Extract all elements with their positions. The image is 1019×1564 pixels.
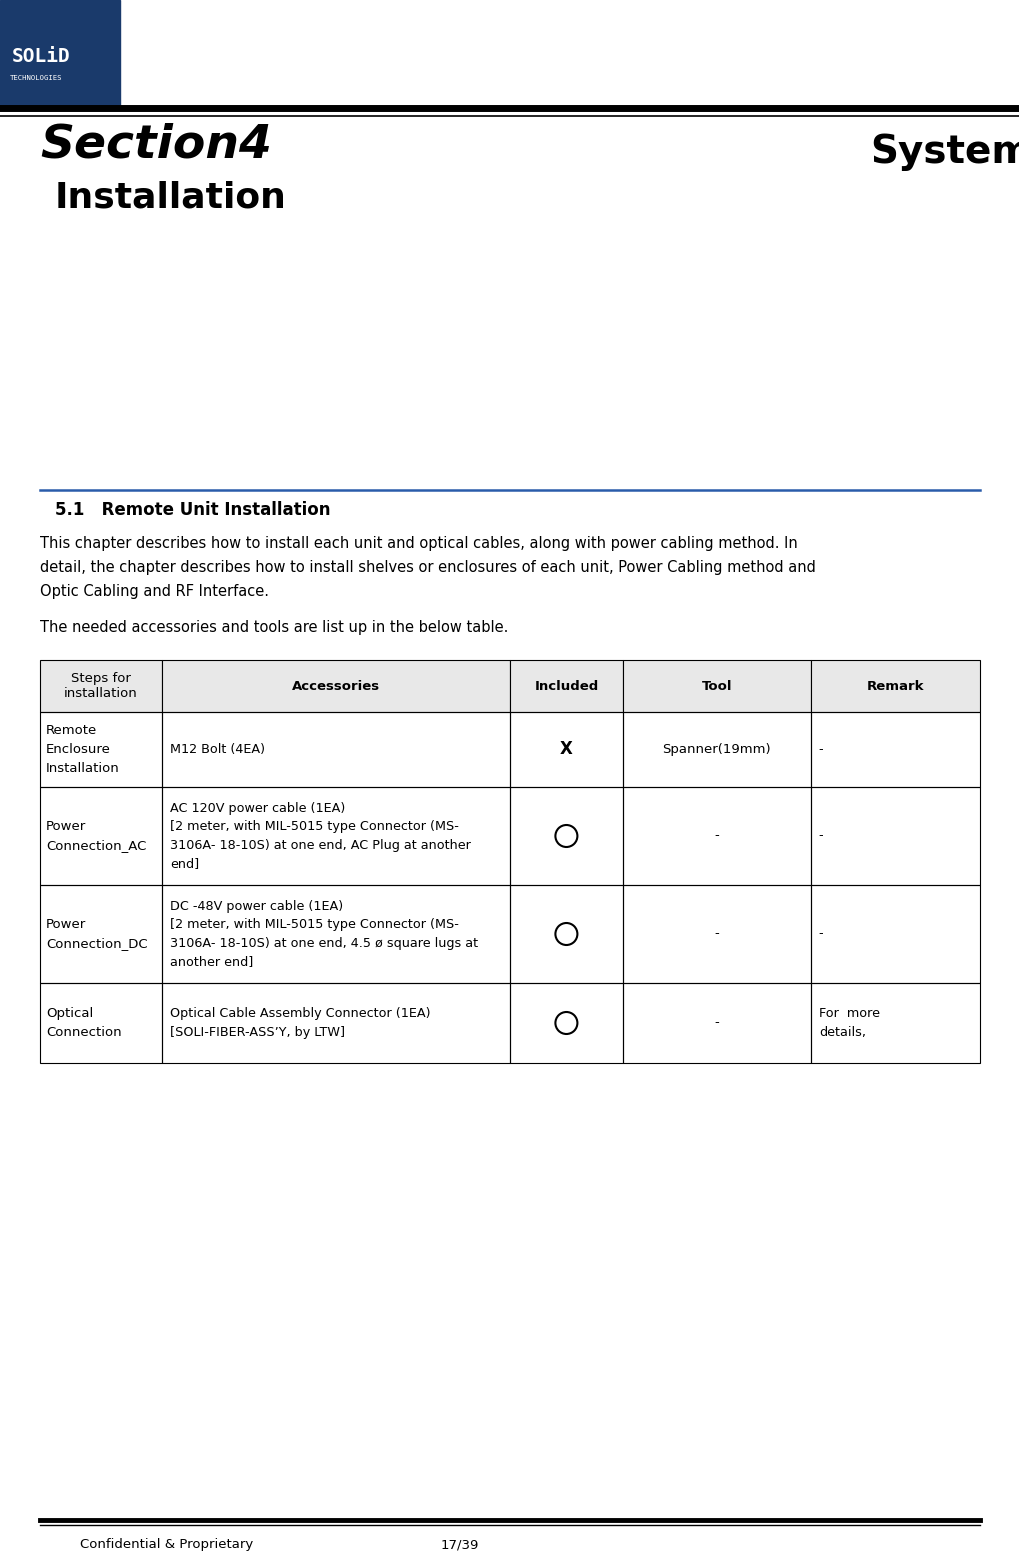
Text: Tool: Tool bbox=[701, 679, 732, 693]
Bar bbox=[623, 885, 811, 984]
Bar bbox=[0, 0, 120, 108]
Bar bbox=[811, 885, 980, 984]
Bar bbox=[510, 712, 623, 787]
Text: Included: Included bbox=[534, 679, 598, 693]
Bar bbox=[623, 712, 811, 787]
Text: Confidential & Proprietary: Confidential & Proprietary bbox=[81, 1537, 254, 1551]
Text: Optical Cable Assembly Connector (1EA)
[SOLI-FIBER-ASSʼY, by LTW]: Optical Cable Assembly Connector (1EA) [… bbox=[170, 1007, 431, 1038]
Text: This chapter describes how to install each unit and optical cables, along with p: This chapter describes how to install ea… bbox=[40, 536, 798, 551]
Text: AC 120V power cable (1EA)
[2 meter, with MIL-5015 type Connector (MS-
3106A- 18-: AC 120V power cable (1EA) [2 meter, with… bbox=[170, 802, 471, 870]
Text: Spanner(19mm): Spanner(19mm) bbox=[662, 743, 771, 755]
Bar bbox=[623, 787, 811, 885]
Text: -: - bbox=[714, 1017, 719, 1029]
Bar bbox=[40, 984, 162, 1064]
Bar bbox=[510, 885, 623, 984]
Bar bbox=[811, 984, 980, 1064]
Bar bbox=[40, 660, 162, 712]
Bar bbox=[162, 787, 510, 885]
Text: Optical
Connection: Optical Connection bbox=[46, 1007, 121, 1038]
Text: Optic Cabling and RF Interface.: Optic Cabling and RF Interface. bbox=[40, 583, 269, 599]
Bar bbox=[623, 660, 811, 712]
Text: Remark: Remark bbox=[866, 679, 924, 693]
Text: M12 Bolt (4EA): M12 Bolt (4EA) bbox=[170, 743, 265, 755]
Text: TECHNOLOGIES: TECHNOLOGIES bbox=[10, 75, 62, 81]
Text: -: - bbox=[819, 743, 823, 755]
Bar bbox=[811, 712, 980, 787]
Text: Power
Connection_DC: Power Connection_DC bbox=[46, 918, 148, 949]
Text: SOLiD: SOLiD bbox=[12, 47, 70, 66]
Text: -: - bbox=[819, 829, 823, 843]
Bar bbox=[623, 984, 811, 1064]
Text: detail, the chapter describes how to install shelves or enclosures of each unit,: detail, the chapter describes how to ins… bbox=[40, 560, 816, 576]
Bar bbox=[162, 712, 510, 787]
Text: 5.1   Remote Unit Installation: 5.1 Remote Unit Installation bbox=[55, 500, 330, 519]
Bar bbox=[40, 712, 162, 787]
Bar bbox=[162, 984, 510, 1064]
Bar bbox=[510, 984, 623, 1064]
Bar bbox=[40, 787, 162, 885]
Text: 17/39: 17/39 bbox=[441, 1537, 479, 1551]
Text: System: System bbox=[870, 133, 1019, 170]
Text: -: - bbox=[714, 927, 719, 940]
Text: Accessories: Accessories bbox=[292, 679, 380, 693]
Bar bbox=[510, 787, 623, 885]
Text: -: - bbox=[819, 927, 823, 940]
Text: -: - bbox=[714, 829, 719, 843]
Bar bbox=[510, 660, 623, 712]
Bar bbox=[40, 885, 162, 984]
Text: Section4: Section4 bbox=[40, 124, 272, 167]
Bar bbox=[811, 787, 980, 885]
Text: Remote
Enclosure
Installation: Remote Enclosure Installation bbox=[46, 724, 120, 776]
Text: Power
Connection_AC: Power Connection_AC bbox=[46, 820, 147, 852]
Text: For  more
details,: For more details, bbox=[819, 1007, 879, 1038]
Text: DC -48V power cable (1EA)
[2 meter, with MIL-5015 type Connector (MS-
3106A- 18-: DC -48V power cable (1EA) [2 meter, with… bbox=[170, 899, 478, 968]
Bar bbox=[162, 885, 510, 984]
Text: Installation: Installation bbox=[55, 181, 287, 214]
Text: The needed accessories and tools are list up in the below table.: The needed accessories and tools are lis… bbox=[40, 619, 508, 635]
Text: X: X bbox=[560, 740, 573, 759]
Bar bbox=[811, 660, 980, 712]
Bar bbox=[162, 660, 510, 712]
Text: Steps for
installation: Steps for installation bbox=[64, 673, 138, 701]
